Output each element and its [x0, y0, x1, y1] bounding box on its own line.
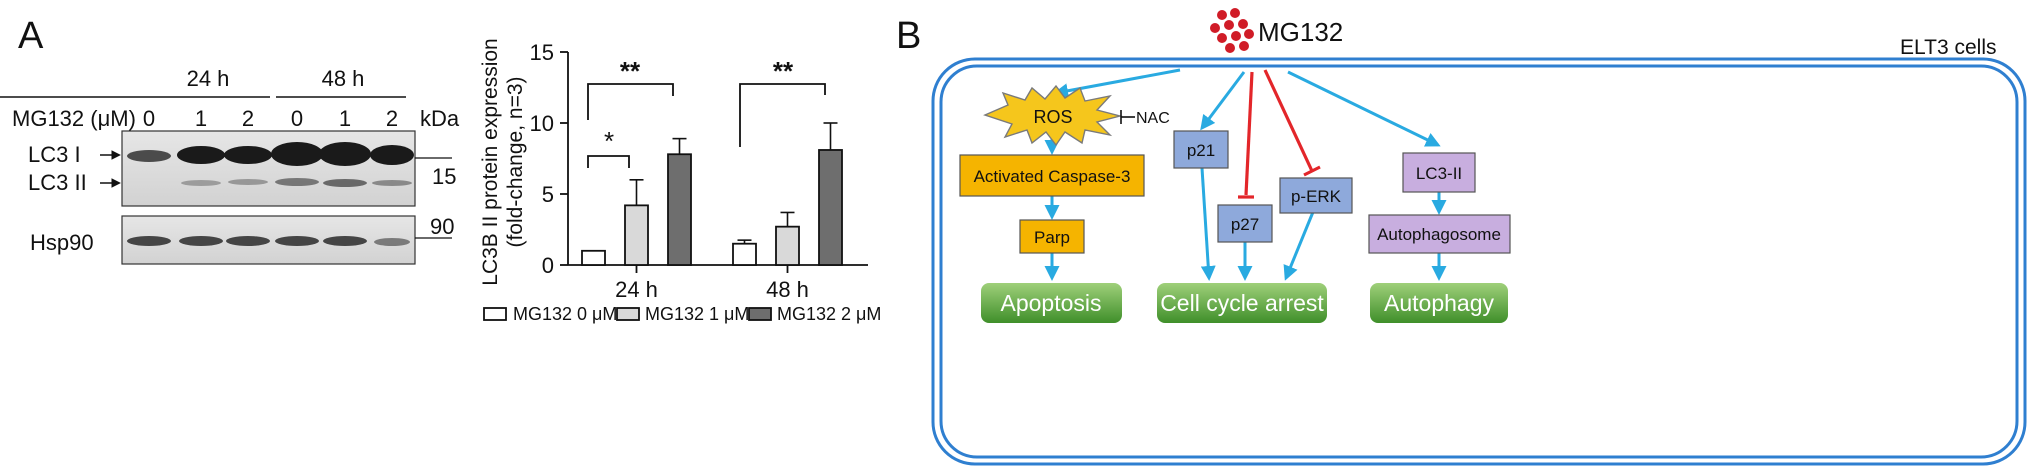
p27-node	[1217, 204, 1273, 243]
arrow-mg132-ros	[1053, 68, 1181, 99]
arrow-mg132-p21	[1200, 71, 1246, 131]
bar	[581, 249, 606, 266]
band-label-hsp90: Hsp90	[30, 230, 94, 255]
legend-swatch-1uM	[616, 307, 640, 321]
perk-node	[1279, 177, 1353, 214]
y-tick-label: 0	[542, 253, 554, 278]
outcome-autophagy-label: Autophagy	[1384, 290, 1494, 316]
panel-a-label: A	[18, 15, 44, 57]
bar	[732, 242, 757, 266]
parp-label: Parp	[1034, 228, 1070, 247]
p21-node	[1173, 130, 1229, 169]
time-label-24h: 24 h	[187, 66, 230, 91]
ros-label: ROS	[1033, 107, 1072, 127]
time-label-48h: 48 h	[322, 66, 365, 91]
marker-90: 90	[430, 214, 454, 239]
dose-label: 0	[291, 106, 303, 131]
inhibit-mg132-p27	[1244, 71, 1254, 196]
panel-b-label: B	[896, 15, 921, 57]
y-ticks: 0 5 10 15	[530, 40, 568, 278]
treatment-label: MG132 (μM)	[12, 106, 136, 131]
cell-membrane-outer	[931, 57, 2027, 466]
mg132-molecule-icon	[1210, 8, 1254, 53]
caspase-label: Activated Caspase-3	[974, 167, 1131, 186]
outcome-cell-cycle-arrest-label: Cell cycle arrest	[1160, 290, 1324, 316]
outcome-apoptosis-label: Apoptosis	[1000, 290, 1101, 316]
kda-label: kDa	[420, 106, 460, 131]
inhibit-mg132-perk	[1263, 69, 1314, 172]
bars	[581, 149, 843, 266]
x-tick-label: 24 h	[615, 277, 658, 302]
dose-label: 1	[339, 106, 351, 131]
error-bars	[629, 122, 838, 244]
bar-chart: LC3B II protein expression (fold-change,…	[479, 38, 881, 324]
dose-label: 2	[386, 106, 398, 131]
dose-label: 2	[242, 106, 254, 131]
panel-b: B MG132 ELT3 cells	[896, 8, 2027, 466]
ros-burst-shape	[983, 84, 1123, 147]
perk-label: p-ERK	[1291, 187, 1342, 206]
sig-bracket-48h-2uM	[739, 83, 826, 147]
parp-node	[1019, 219, 1085, 254]
outcome-cell-cycle-arrest	[1157, 283, 1327, 323]
dose-label: 0	[143, 106, 155, 131]
marker-15: 15	[432, 164, 456, 189]
activation-arrows	[1044, 68, 1447, 281]
autophagosome-node	[1368, 214, 1511, 254]
autophagosome-label: Autophagosome	[1377, 225, 1501, 244]
band-label-lc3-i: LC3 I	[28, 142, 81, 167]
lc3-blot-image	[121, 130, 416, 207]
y-tick-label: 10	[530, 111, 554, 136]
cell-line-label: ELT3 cells	[1900, 36, 1996, 59]
lc3-ii-bands	[181, 178, 412, 187]
lc3-label: LC3-II	[1416, 164, 1462, 183]
legend-label-2uM: MG132 2 μM	[777, 304, 881, 324]
cell-membrane-inner	[939, 64, 2019, 459]
legend-label-0uM: MG132 0 μM	[513, 304, 617, 324]
inhibition-arrows	[1238, 69, 1321, 199]
sig-star-24h-1uM: *	[604, 126, 614, 156]
arrow-perk-cellcycle	[1283, 211, 1315, 281]
drug-label: MG132	[1258, 17, 1343, 47]
legend-swatch-0uM	[483, 307, 507, 321]
x-ticks: 24 h 48 h	[615, 265, 809, 302]
panel-a: A 24 h 48 h MG132 (μM) 0 1 2 0 1 2 kDa	[0, 15, 881, 324]
bar	[624, 204, 649, 266]
chart-legend: MG132 0 μM MG132 1 μM MG132 2 μM	[483, 304, 881, 324]
y-tick-label: 5	[542, 182, 554, 207]
lc3-node	[1402, 152, 1476, 193]
y-tick-label: 15	[530, 40, 554, 65]
dose-label: 1	[195, 106, 207, 131]
p27-label: p27	[1231, 215, 1259, 234]
nac-label: NAC	[1136, 110, 1170, 127]
y-axis-title-line2: (fold-change, n=3)	[504, 76, 527, 247]
bar	[667, 153, 692, 266]
bar	[775, 225, 800, 266]
y-axis-title-line1: LC3B II protein expression	[479, 38, 502, 285]
bar	[818, 149, 843, 266]
inhibit-bar-perk	[1303, 165, 1321, 177]
lc3-i-bands	[127, 142, 414, 166]
outcome-autophagy	[1370, 283, 1508, 323]
band-label-lc3-ii: LC3 II	[28, 170, 87, 195]
sig-star-24h-2uM: **	[620, 56, 641, 86]
sig-bracket-24h-2uM	[587, 83, 674, 120]
arrow-mg132-autophagy	[1287, 70, 1441, 147]
x-tick-label: 48 h	[766, 277, 809, 302]
arrow-p21-cellcycle	[1200, 167, 1216, 281]
legend-swatch-2uM	[748, 307, 772, 321]
caspase-node	[959, 154, 1145, 197]
outcome-apoptosis	[981, 283, 1122, 323]
hsp90-bands	[127, 236, 410, 246]
sig-bracket-24h-1uM	[587, 155, 630, 168]
legend-label-1uM: MG132 1 μM	[645, 304, 749, 324]
p21-label: p21	[1187, 141, 1215, 160]
sig-star-48h-2uM: **	[773, 56, 794, 86]
